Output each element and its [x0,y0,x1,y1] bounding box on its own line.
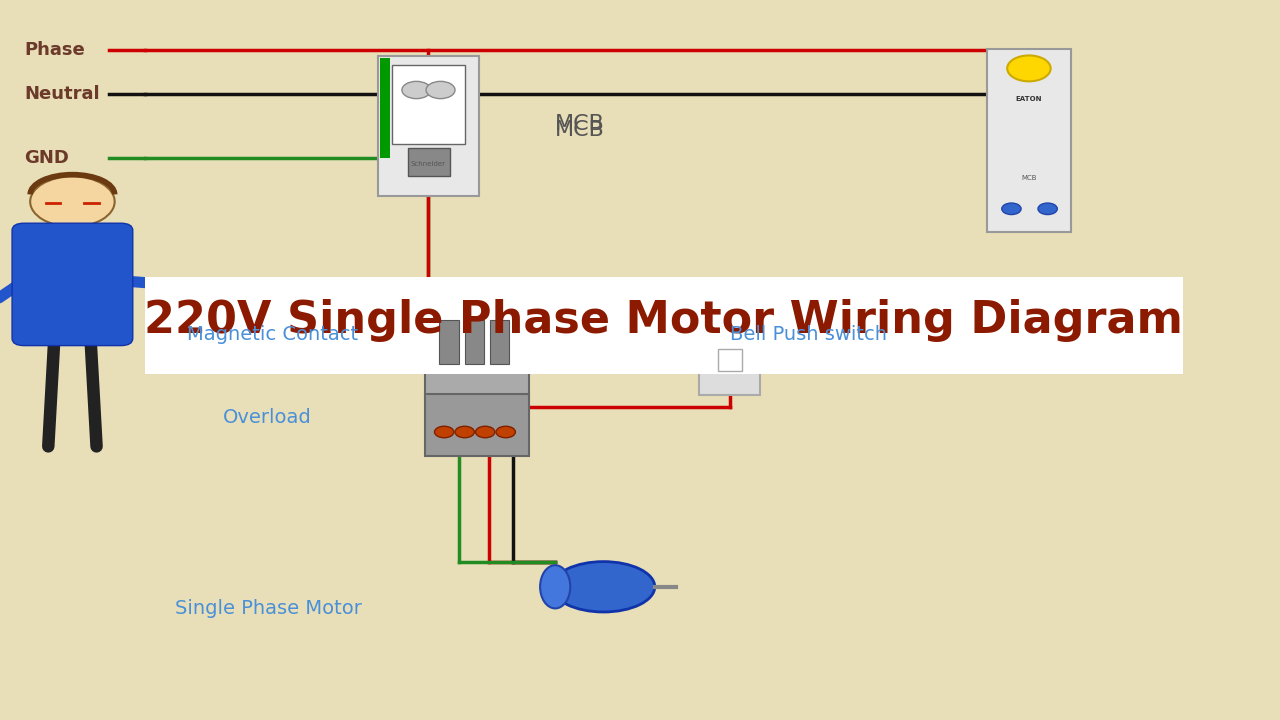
Circle shape [454,426,475,438]
FancyBboxPatch shape [425,300,529,398]
Ellipse shape [552,562,655,612]
Text: MCB: MCB [556,114,605,134]
FancyBboxPatch shape [378,56,479,196]
Circle shape [434,426,454,438]
Circle shape [497,426,516,438]
FancyBboxPatch shape [145,277,1183,374]
Bar [490,320,509,364]
Text: MCB: MCB [1021,175,1037,181]
Bar [718,349,742,371]
Text: Neutral: Neutral [24,85,100,103]
Text: Single Phase Motor: Single Phase Motor [175,599,362,618]
Ellipse shape [540,565,571,608]
FancyBboxPatch shape [699,325,760,395]
Text: Magnetic Contact: Magnetic Contact [187,325,358,344]
Circle shape [476,426,495,438]
Text: MCB: MCB [556,120,605,140]
Bar [408,148,451,176]
Circle shape [1002,203,1021,215]
Circle shape [426,81,454,99]
Bar [465,320,484,364]
Text: Bell Push switch: Bell Push switch [730,325,887,344]
Circle shape [402,81,431,99]
Text: Schneider: Schneider [411,161,445,166]
Text: Phase: Phase [24,42,84,60]
Circle shape [1007,55,1051,81]
Text: 220V Single Phase Motor Wiring Diagram: 220V Single Phase Motor Wiring Diagram [145,299,1183,342]
Circle shape [1038,203,1057,215]
Text: Overload: Overload [223,408,312,427]
Text: EATON: EATON [1016,96,1042,102]
FancyBboxPatch shape [425,394,529,456]
Bar [380,58,390,158]
FancyBboxPatch shape [987,49,1070,232]
Bar [392,65,465,144]
Bar [439,320,458,364]
FancyBboxPatch shape [12,223,133,346]
Ellipse shape [209,284,238,295]
Text: GND: GND [24,150,69,168]
Circle shape [31,176,115,227]
